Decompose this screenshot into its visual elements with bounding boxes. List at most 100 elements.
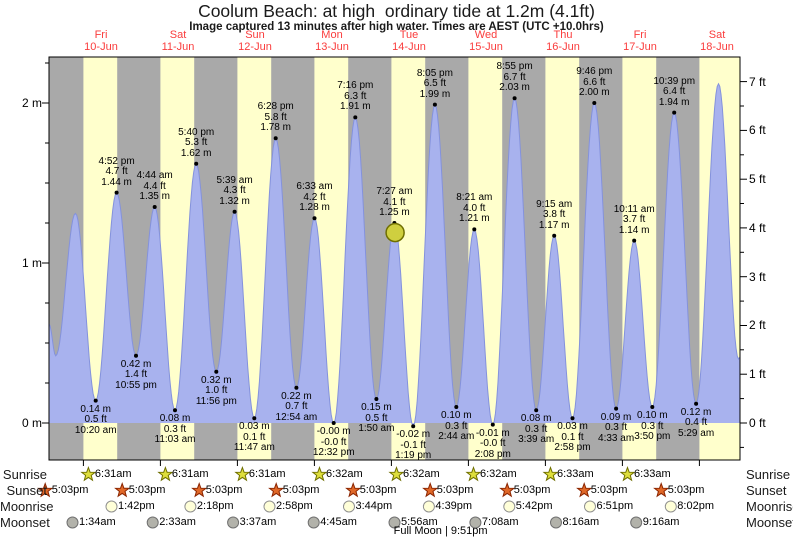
- tide-annotation-line: 1.21 m: [459, 213, 490, 225]
- tide-point-dot: [534, 408, 539, 413]
- astro-row-label-moonrise: Moonrise: [746, 499, 793, 514]
- day-label-line: 15-Jun: [469, 41, 503, 53]
- tide-annotation-line: 2:08 pm: [474, 448, 511, 460]
- tide-annotation-high: 7:27 am 4.1 ft 1.25 m: [376, 186, 412, 219]
- tide-point-dot: [552, 233, 557, 238]
- tide-annotation-line: 0.32 m: [201, 374, 232, 386]
- tide-annotation-line: 0.3 ft: [641, 420, 664, 432]
- tide-annotation-line: 0.08 m: [520, 413, 552, 425]
- day-label: Fri 17-Jun: [623, 29, 657, 53]
- tide-annotation-line: 0.7 ft: [285, 401, 308, 413]
- tide-annotation-line: 1.32 m: [219, 195, 250, 207]
- tide-annotation-line: 0.14 m: [80, 403, 111, 415]
- sunset-time: 5:03pm: [590, 484, 628, 496]
- tide-annotation-line: 8:05 pm: [416, 67, 453, 79]
- tide-annotation-line: 1.44 m: [101, 176, 132, 188]
- astro-row-label-sunrise: Sunrise: [2, 467, 47, 482]
- tide-annotation-line: 4.7 ft: [105, 166, 128, 178]
- sunrise-time: 6:31am: [94, 468, 132, 480]
- tide-annotation-line: 0.12 m: [680, 406, 712, 418]
- moonset-moon-icon: [550, 516, 562, 529]
- tide-point-dot: [694, 401, 699, 406]
- tide-annotation-line: 11:47 am: [233, 442, 275, 454]
- sunrise-star-icon: [619, 466, 636, 482]
- tide-annotation-line: 0.10 m: [441, 410, 472, 421]
- tide-point-dot: [273, 136, 278, 141]
- tide-annotation-line: -0.02 m: [396, 429, 431, 441]
- tide-annotation-line: -0.01 m: [475, 427, 510, 439]
- tide-point-dot: [134, 353, 138, 358]
- tide-annotation-line: 5:29 am: [678, 427, 715, 439]
- tide-annotation-low: 0.03 m 0.1 ft 2:58 pm: [554, 422, 590, 454]
- sunrise-time: 6:33am: [557, 468, 594, 480]
- moonrise-time: 6:51pm: [596, 500, 634, 512]
- sunset-time: 5:03pm: [359, 484, 397, 496]
- plot-border: [48, 56, 741, 461]
- day-label-line: Sun: [245, 29, 265, 41]
- day-label-line: Thu: [553, 29, 573, 41]
- tide-annotation-line: 12:32 pm: [312, 447, 355, 458]
- tide-point-dot: [614, 406, 619, 411]
- moonrise-moon-icon: [184, 500, 197, 513]
- tide-annotation-line: 1.91 m: [340, 101, 371, 113]
- tide-annotation-line: 1.4 ft: [124, 369, 148, 381]
- y-axis-label-metres: 1 m: [21, 256, 42, 270]
- sunrise-star-icon: [542, 466, 559, 482]
- tide-annotation-line: 4.2 ft: [303, 191, 326, 203]
- day-label-line: Fri: [94, 29, 108, 41]
- tide-annotation-low: 0.12 m 0.4 ft 5:29 am: [678, 406, 715, 440]
- tide-annotation-line: 11:03 am: [154, 434, 196, 446]
- tide-annotation-line: 1.17 m: [538, 219, 570, 231]
- tide-point-dot: [353, 115, 358, 120]
- sunrise-time: 6:32am: [326, 468, 363, 480]
- tide-point-dot: [432, 102, 437, 107]
- sunset-time: 5:03pm: [282, 484, 320, 496]
- tide-annotation-line: 1.62 m: [180, 147, 212, 159]
- day-label-line: 17-Jun: [623, 41, 657, 53]
- moonset-time: 4:45am: [320, 516, 357, 528]
- tide-annotation-line: 6.7 ft: [503, 71, 526, 83]
- moonrise-time: 5:42pm: [515, 500, 553, 512]
- moonrise-time: 4:39pm: [435, 500, 473, 512]
- tide-annotation-line: 4.1 ft: [383, 196, 406, 208]
- tide-annotation-line: 1.94 m: [658, 96, 690, 108]
- tide-annotation-line: -0.0 ft: [480, 438, 506, 450]
- moonset-moon-icon: [388, 516, 401, 529]
- tide-point-dot: [454, 405, 459, 409]
- moonset-moon-icon: [66, 516, 79, 529]
- sunset-star-icon: [37, 482, 54, 498]
- moonrise-moon-icon: [105, 500, 118, 513]
- y-axis-label-feet: 2 ft: [749, 318, 766, 333]
- sunset-star-icon: [191, 482, 208, 498]
- astro-row-label-sunrise: Sunrise: [746, 467, 791, 482]
- tide-annotation-line: 2.03 m: [499, 82, 530, 94]
- sunset-time: 5:03pm: [667, 484, 705, 496]
- tide-annotation-line: 0.03 m: [239, 421, 270, 433]
- tide-annotation-high: 5:40 pm 5.3 ft 1.62 m: [178, 127, 214, 160]
- tide-point-dot: [490, 422, 495, 427]
- moonset-time: 1:34am: [79, 516, 116, 528]
- sunrise-time: 6:31am: [248, 468, 286, 480]
- tide-annotation-line: 3:50 pm: [634, 431, 671, 442]
- tide-annotation-line: 0.1 ft: [243, 431, 266, 443]
- tide-point-dot: [632, 238, 637, 243]
- moonset-time: 9:16am: [642, 516, 680, 528]
- tide-annotation-low: -0.00 m -0.0 ft 12:32 pm: [312, 426, 355, 459]
- tide-annotation-line: 4.3 ft: [223, 185, 246, 197]
- tide-annotation-line: 0.5 ft: [84, 414, 107, 426]
- day-label: Sun 12-Jun: [238, 29, 272, 53]
- tide-annotation-line: -0.00 m: [316, 426, 351, 437]
- day-label: Sat 11-Jun: [162, 29, 195, 53]
- tide-annotation-line: 10:20 am: [74, 424, 117, 436]
- tide-annotation-line: 0.4 ft: [684, 417, 708, 429]
- tide-point-dot: [472, 227, 477, 232]
- tide-annotation-low: -0.01 m -0.0 ft 2:08 pm: [474, 427, 511, 461]
- tide-annotation-low: 0.09 m 0.3 ft 4:33 am: [598, 412, 634, 445]
- tide-point-dot: [650, 405, 655, 409]
- moonrise-moon-icon: [263, 500, 276, 513]
- tide-annotation-line: 2:58 pm: [554, 442, 591, 454]
- tide-annotation-low: 0.03 m 0.1 ft 11:47 am: [234, 422, 275, 454]
- tide-annotation-line: 4.4 ft: [143, 180, 166, 192]
- tide-point-dot: [232, 209, 237, 214]
- tide-point-dot: [294, 385, 299, 390]
